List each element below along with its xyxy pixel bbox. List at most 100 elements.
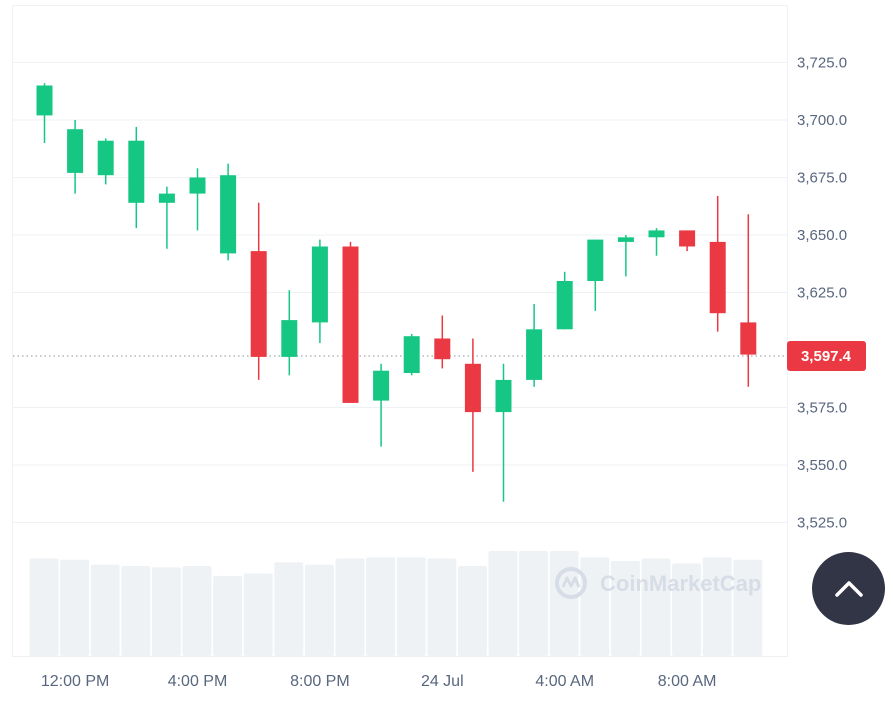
- scroll-to-top-button[interactable]: [812, 552, 885, 625]
- volume-bar: [335, 558, 365, 656]
- volume-bar: [151, 567, 181, 656]
- volume-bar: [549, 551, 579, 656]
- candle-body: [740, 322, 757, 355]
- candle-body: [373, 370, 390, 401]
- y-tick-label: 3,550.0: [797, 457, 847, 474]
- x-tick-label: 24 Jul: [421, 673, 464, 690]
- volume-bar: [121, 566, 151, 656]
- candle: [220, 163, 237, 261]
- volume-bar: [90, 564, 120, 656]
- volume-bar: [213, 576, 243, 656]
- watermark: CoinMarketCap: [555, 567, 761, 599]
- y-tick-label: 3,675.0: [797, 170, 847, 187]
- candle: [495, 363, 512, 502]
- candle-body: [587, 239, 604, 281]
- candle-body: [342, 246, 359, 403]
- volume-bar: [580, 557, 610, 656]
- volume-bar: [457, 566, 487, 656]
- candle: [342, 241, 359, 403]
- volume-bar: [488, 551, 518, 656]
- candle-body: [709, 241, 726, 314]
- volume-bar: [519, 551, 549, 656]
- volume-bar: [29, 558, 59, 656]
- y-tick-label: 3,575.0: [797, 400, 847, 417]
- x-tick-label: 12:00 PM: [41, 673, 109, 690]
- current-price-badge: 3,597.4: [787, 340, 866, 371]
- volume-bar: [304, 564, 334, 656]
- candle-body: [281, 320, 298, 357]
- candle-body: [189, 177, 206, 194]
- candle: [250, 202, 267, 380]
- candle-body: [220, 175, 237, 254]
- candle: [36, 83, 53, 143]
- current-price-label: 3,597.4: [801, 348, 852, 365]
- candle: [617, 235, 634, 277]
- volume-bar: [243, 573, 273, 656]
- candle: [158, 186, 175, 249]
- candle: [311, 239, 328, 344]
- grid-lines: [13, 62, 787, 523]
- candle: [67, 120, 84, 194]
- candle-body: [495, 379, 512, 413]
- candle-body: [36, 85, 53, 116]
- chevron-up-icon: [834, 580, 863, 597]
- candle-body: [617, 237, 634, 242]
- x-tick-label: 4:00 AM: [535, 673, 594, 690]
- candle-body: [464, 363, 481, 413]
- candle-body: [158, 193, 175, 203]
- candle: [648, 228, 665, 256]
- volume-bar: [702, 557, 732, 656]
- candle: [464, 338, 481, 472]
- volume-bar: [427, 558, 457, 656]
- candle: [128, 126, 145, 229]
- volume-bar: [672, 563, 702, 656]
- candle: [679, 230, 696, 252]
- candle-body: [526, 329, 543, 380]
- volume-bar: [396, 557, 426, 656]
- candle: [403, 333, 420, 376]
- candle-body: [434, 338, 451, 360]
- y-tick-label: 3,725.0: [797, 55, 847, 72]
- candle: [740, 214, 757, 387]
- candle: [281, 290, 298, 376]
- x-tick-label: 8:00 PM: [290, 673, 350, 690]
- candle: [526, 304, 543, 387]
- candle-body: [679, 230, 696, 247]
- coinmarketcap-logo-icon: [555, 567, 587, 599]
- candle: [709, 195, 726, 332]
- volume-bar: [733, 559, 763, 656]
- candle-body: [128, 140, 145, 203]
- candle-body: [403, 336, 420, 373]
- watermark-text: CoinMarketCap: [600, 571, 761, 596]
- y-axis-ticks: 3,725.0 3,700.0 3,675.0 3,650.0 3,625.0 3,575…: [797, 55, 847, 532]
- y-tick-label: 3,525.0: [797, 515, 847, 532]
- chart-frame: [12, 5, 788, 657]
- candlesticks: [36, 83, 757, 502]
- x-axis-ticks: 12:00 PM 4:00 PM 8:00 PM 24 Jul 4:00 AM 8:00 …: [41, 673, 717, 690]
- y-tick-label: 3,650.0: [797, 227, 847, 244]
- volume-bar: [274, 562, 304, 656]
- candle: [556, 271, 573, 330]
- volume-bar: [182, 566, 212, 656]
- candle-body: [311, 246, 328, 323]
- candle: [587, 239, 604, 311]
- candle: [189, 168, 206, 231]
- candle: [434, 315, 451, 369]
- volume-bar: [641, 558, 671, 656]
- y-tick-label: 3,625.0: [797, 285, 847, 302]
- candle-body: [556, 281, 573, 330]
- candle-body: [250, 251, 267, 357]
- volume-bar: [60, 559, 90, 656]
- x-tick-label: 4:00 PM: [168, 673, 228, 690]
- candle-body: [97, 140, 114, 176]
- candle: [97, 138, 114, 185]
- candle: [373, 363, 390, 447]
- candle-body: [648, 230, 665, 238]
- volume-bar: [366, 557, 396, 656]
- candle-body: [67, 129, 84, 173]
- volume-bars: [29, 551, 763, 656]
- y-tick-label: 3,700.0: [797, 112, 847, 129]
- volume-bar: [610, 561, 640, 656]
- x-tick-label: 8:00 AM: [658, 673, 717, 690]
